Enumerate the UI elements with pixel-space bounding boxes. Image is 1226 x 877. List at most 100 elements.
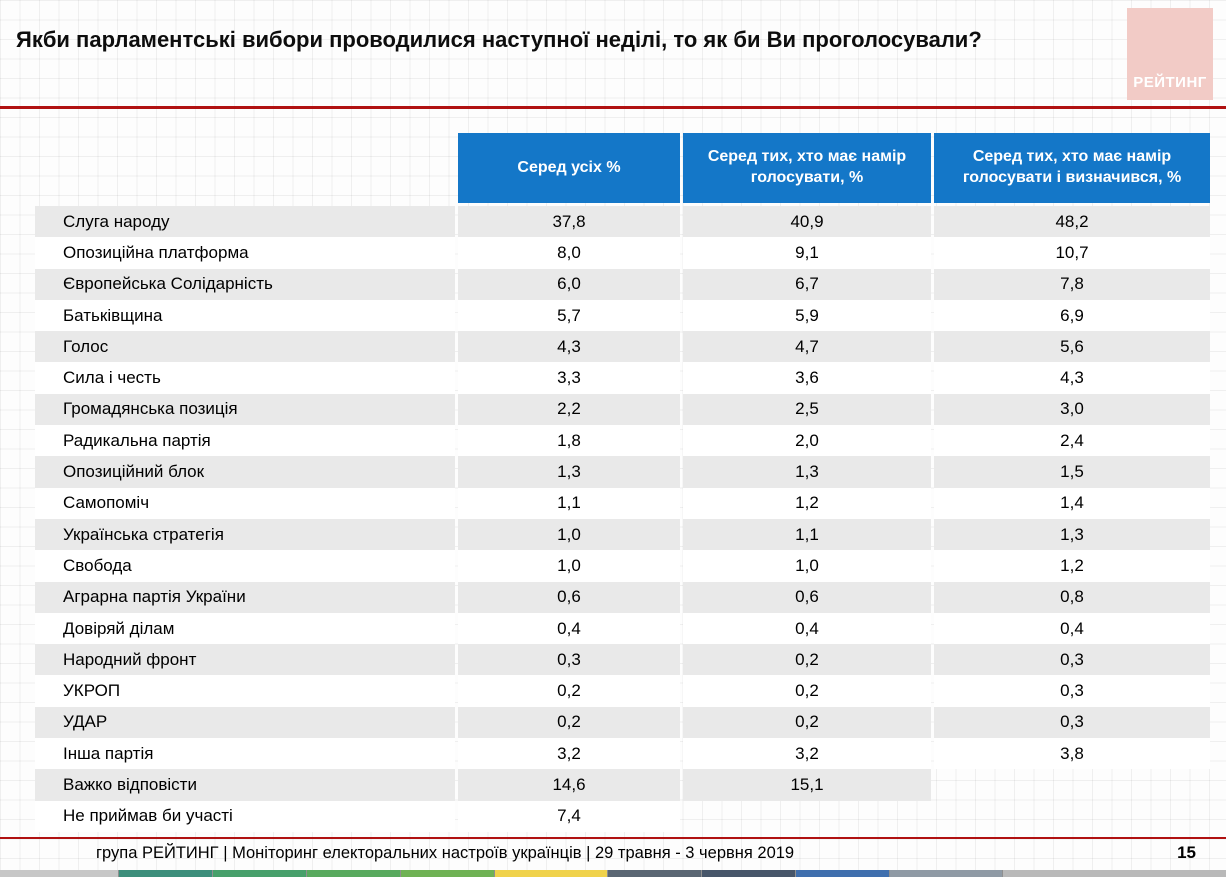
column-header-all: Серед усіх % <box>458 133 680 203</box>
value-cell: 8,0 <box>458 237 680 269</box>
table-row: Не приймав би участі 7,4 <box>35 800 1210 832</box>
value-cell: 3,3 <box>458 362 680 394</box>
table-row: Свобода 1,0 1,0 1,2 <box>35 550 1210 582</box>
value-cell: 3,6 <box>683 362 931 394</box>
party-label: Громадянська позиція <box>35 393 455 426</box>
value-cell: 0,2 <box>683 706 931 739</box>
table-row: Слуга народу 37,8 40,9 48,2 <box>35 206 1210 238</box>
value-cell: 1,0 <box>458 550 680 582</box>
party-label: Голос <box>35 331 455 363</box>
footer-source-text: група РЕЙТИНГ | Моніторинг електоральних… <box>96 844 795 862</box>
value-cell: 2,4 <box>934 425 1210 457</box>
taskbar-segment[interactable] <box>119 870 212 877</box>
party-label: Не приймав би участі <box>35 800 455 832</box>
value-cell: 40,9 <box>683 206 931 238</box>
value-cell: 7,4 <box>458 800 680 832</box>
value-cell: 1,3 <box>458 456 680 488</box>
value-cell: 0,4 <box>683 612 931 645</box>
party-label: Радикальна партія <box>35 425 455 457</box>
party-label: Народний фронт <box>35 644 455 676</box>
taskbar-segment[interactable] <box>608 870 701 877</box>
table-row: УКРОП 0,2 0,2 0,3 <box>35 675 1210 707</box>
party-label: Важко відповісти <box>35 769 455 801</box>
value-cell: 5,9 <box>683 299 931 332</box>
value-cell: 0,4 <box>458 612 680 645</box>
party-label: Сила і честь <box>35 362 455 394</box>
table-row: Опозиційна платформа 8,0 9,1 10,7 <box>35 237 1210 269</box>
party-label: Свобода <box>35 550 455 582</box>
taskbar-segment[interactable] <box>702 870 795 877</box>
page-number: 15 <box>1177 843 1196 862</box>
taskbar-segment[interactable] <box>213 870 306 877</box>
table-body: Слуга народу 37,8 40,9 48,2 Опозиційна платф… <box>35 206 1210 832</box>
table-header-row: Серед усіх % Серед тих, хто має намір го… <box>35 133 1210 203</box>
value-cell: 9,1 <box>683 237 931 269</box>
taskbar-strip <box>0 870 1226 877</box>
party-label: Українська стратегія <box>35 518 455 551</box>
taskbar-segment[interactable] <box>1003 870 1226 877</box>
value-cell: 4,7 <box>683 331 931 363</box>
table-row: Радикальна партія 1,8 2,0 2,4 <box>35 425 1210 457</box>
party-label: Європейська Солідарність <box>35 268 455 300</box>
value-cell: 2,5 <box>683 393 931 426</box>
value-cell: 1,2 <box>683 487 931 519</box>
value-cell: 6,7 <box>683 268 931 300</box>
value-cell: 7,8 <box>934 268 1210 300</box>
value-cell: 1,3 <box>683 456 931 488</box>
poll-results-table: Серед усіх % Серед тих, хто має намір го… <box>35 133 1210 832</box>
value-cell: 1,1 <box>458 487 680 519</box>
table-row: Аграрна партія України 0,6 0,6 0,8 <box>35 581 1210 613</box>
party-label: УКРОП <box>35 675 455 707</box>
value-cell: 0,2 <box>458 706 680 739</box>
taskbar-segment[interactable] <box>796 870 889 877</box>
value-cell: 0,3 <box>458 644 680 676</box>
empty-cell <box>683 801 931 832</box>
taskbar-segment[interactable] <box>495 870 607 877</box>
value-cell: 1,2 <box>934 550 1210 582</box>
party-label: Батьківщина <box>35 299 455 332</box>
value-cell: 0,8 <box>934 581 1210 613</box>
value-cell: 6,0 <box>458 268 680 300</box>
taskbar-segment[interactable] <box>890 870 1002 877</box>
table-row: Громадянська позиція 2,2 2,5 3,0 <box>35 393 1210 426</box>
value-cell: 3,8 <box>934 738 1210 770</box>
value-cell: 5,7 <box>458 299 680 332</box>
value-cell: 0,3 <box>934 644 1210 676</box>
empty-cell <box>934 801 1210 832</box>
value-cell: 4,3 <box>934 362 1210 394</box>
party-label: Інша партія <box>35 738 455 770</box>
value-cell: 0,3 <box>934 675 1210 707</box>
party-label: Аграрна партія України <box>35 581 455 613</box>
value-cell: 3,2 <box>683 738 931 770</box>
value-cell: 6,9 <box>934 299 1210 332</box>
column-header-intend-to-vote: Серед тих, хто має намір голосувати, % <box>683 133 931 203</box>
party-label: УДАР <box>35 706 455 739</box>
table-row: УДАР 0,2 0,2 0,3 <box>35 706 1210 739</box>
value-cell: 2,2 <box>458 393 680 426</box>
value-cell: 0,2 <box>458 675 680 707</box>
value-cell: 0,6 <box>683 581 931 613</box>
party-label: Слуга народу <box>35 206 455 238</box>
table-row: Довіряй ділам 0,4 0,4 0,4 <box>35 612 1210 645</box>
taskbar-segment[interactable] <box>0 870 118 877</box>
column-header-decided: Серед тих, хто має намір голосувати і ви… <box>934 133 1210 203</box>
table-row: Голос 4,3 4,7 5,6 <box>35 331 1210 363</box>
table-row: Опозиційний блок 1,3 1,3 1,5 <box>35 456 1210 488</box>
table-row: Європейська Солідарність 6,0 6,7 7,8 <box>35 268 1210 300</box>
value-cell: 0,3 <box>934 706 1210 739</box>
party-label: Самопоміч <box>35 487 455 519</box>
taskbar-segment[interactable] <box>307 870 400 877</box>
value-cell: 1,5 <box>934 456 1210 488</box>
rating-logo: РЕЙТИНГ <box>1127 8 1213 100</box>
value-cell: 37,8 <box>458 206 680 238</box>
taskbar-segment[interactable] <box>401 870 494 877</box>
value-cell: 14,6 <box>458 769 680 801</box>
value-cell: 1,0 <box>458 518 680 551</box>
value-cell: 1,1 <box>683 518 931 551</box>
value-cell: 15,1 <box>683 769 931 801</box>
value-cell: 0,2 <box>683 675 931 707</box>
value-cell: 1,4 <box>934 487 1210 519</box>
value-cell: 10,7 <box>934 237 1210 269</box>
table-row: Самопоміч 1,1 1,2 1,4 <box>35 487 1210 519</box>
